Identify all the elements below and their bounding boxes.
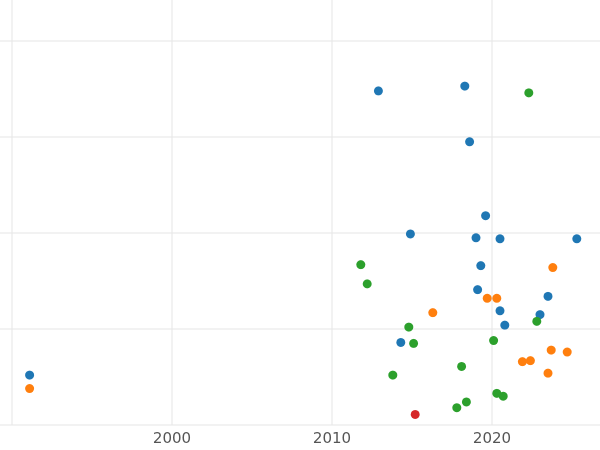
data-point-series-orange [25, 384, 35, 394]
data-point-series-red [410, 409, 420, 419]
data-point-series-blue [495, 234, 505, 244]
data-point-series-orange [482, 293, 492, 303]
data-point-series-blue [500, 320, 510, 330]
data-point-series-blue [465, 137, 475, 147]
data-point-series-orange [428, 308, 438, 318]
data-point-series-blue [460, 81, 470, 91]
data-point-series-green [498, 391, 508, 401]
data-point-series-green [461, 397, 471, 407]
data-point-series-green [489, 336, 499, 346]
data-point-series-orange [525, 356, 535, 366]
data-point-series-green [362, 279, 372, 289]
data-point-series-green [452, 403, 462, 413]
data-point-series-blue [572, 234, 582, 244]
data-point-series-green [409, 338, 419, 348]
data-point-series-green [356, 260, 366, 270]
x-tick-label: 2000 [153, 429, 191, 447]
data-point-series-blue [373, 86, 383, 96]
data-point-series-blue [476, 261, 486, 271]
x-tick-label: 2010 [313, 429, 351, 447]
data-point-series-blue [25, 370, 35, 380]
data-point-series-blue [535, 310, 545, 320]
data-point-series-orange [546, 345, 556, 355]
data-point-series-blue [543, 291, 553, 301]
data-point-series-green [404, 322, 414, 332]
data-point-series-orange [543, 368, 553, 378]
data-point-series-green [532, 316, 542, 326]
data-point-series-orange [492, 293, 502, 303]
data-point-series-green [388, 370, 398, 380]
data-point-series-blue [495, 306, 505, 316]
data-point-series-blue [405, 229, 415, 239]
data-point-series-blue [471, 233, 481, 243]
data-point-series-green [524, 88, 534, 98]
data-point-series-orange [517, 357, 527, 367]
x-tick-label: 2020 [473, 429, 511, 447]
data-point-series-blue [473, 285, 483, 295]
data-point-series-orange [548, 263, 558, 273]
data-point-series-orange [562, 347, 572, 357]
data-point-series-blue [481, 211, 491, 221]
data-point-series-green [457, 361, 467, 371]
data-point-series-blue [396, 337, 406, 347]
